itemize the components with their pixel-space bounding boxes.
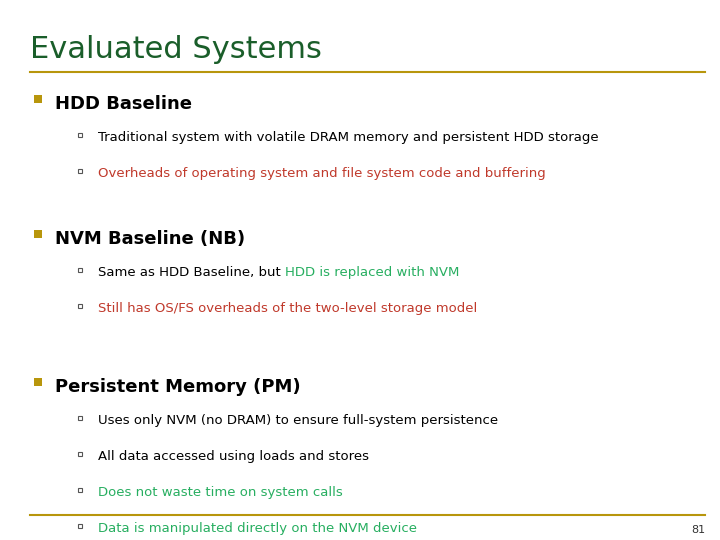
Text: Evaluated Systems: Evaluated Systems (30, 35, 322, 64)
Text: Uses only NVM (no DRAM) to ensure full-system persistence: Uses only NVM (no DRAM) to ensure full-s… (98, 414, 498, 427)
Text: Data is manipulated directly on the NVM device: Data is manipulated directly on the NVM … (98, 522, 417, 535)
Text: Does not waste time on system calls: Does not waste time on system calls (98, 486, 343, 499)
Text: Traditional system with volatile DRAM memory and persistent HDD storage: Traditional system with volatile DRAM me… (98, 131, 598, 144)
Text: 81: 81 (691, 525, 705, 535)
Text: Overheads of operating system and file system code and buffering: Overheads of operating system and file s… (98, 167, 546, 180)
Text: HDD is replaced with NVM: HDD is replaced with NVM (285, 266, 459, 279)
Text: HDD Baseline: HDD Baseline (55, 95, 192, 113)
Text: Still has OS/FS overheads of the two-level storage model: Still has OS/FS overheads of the two-lev… (98, 302, 477, 315)
Text: Same as HDD Baseline, but: Same as HDD Baseline, but (98, 266, 285, 279)
Text: All data accessed using loads and stores: All data accessed using loads and stores (98, 450, 369, 463)
Text: NVM Baseline (NB): NVM Baseline (NB) (55, 230, 245, 248)
Text: Persistent Memory (PM): Persistent Memory (PM) (55, 378, 301, 396)
